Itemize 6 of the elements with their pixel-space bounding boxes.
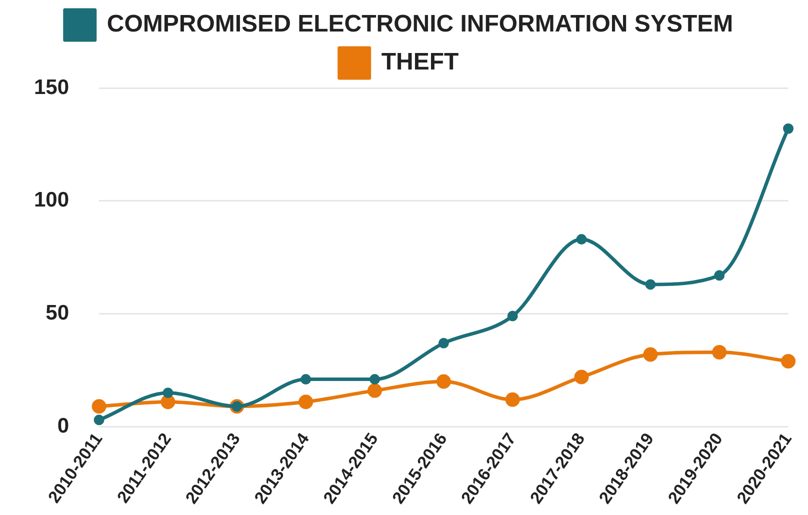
y-tick-label: 100 (34, 188, 70, 212)
y-tick-label: 50 (46, 302, 70, 325)
legend-label: THEFT (381, 48, 459, 76)
y-tick-label: 150 (34, 76, 70, 99)
legend-label: COMPROMISED ELECTRONIC INFORMATION SYSTEM (106, 10, 734, 38)
y-tick-label: 0 (57, 414, 70, 438)
